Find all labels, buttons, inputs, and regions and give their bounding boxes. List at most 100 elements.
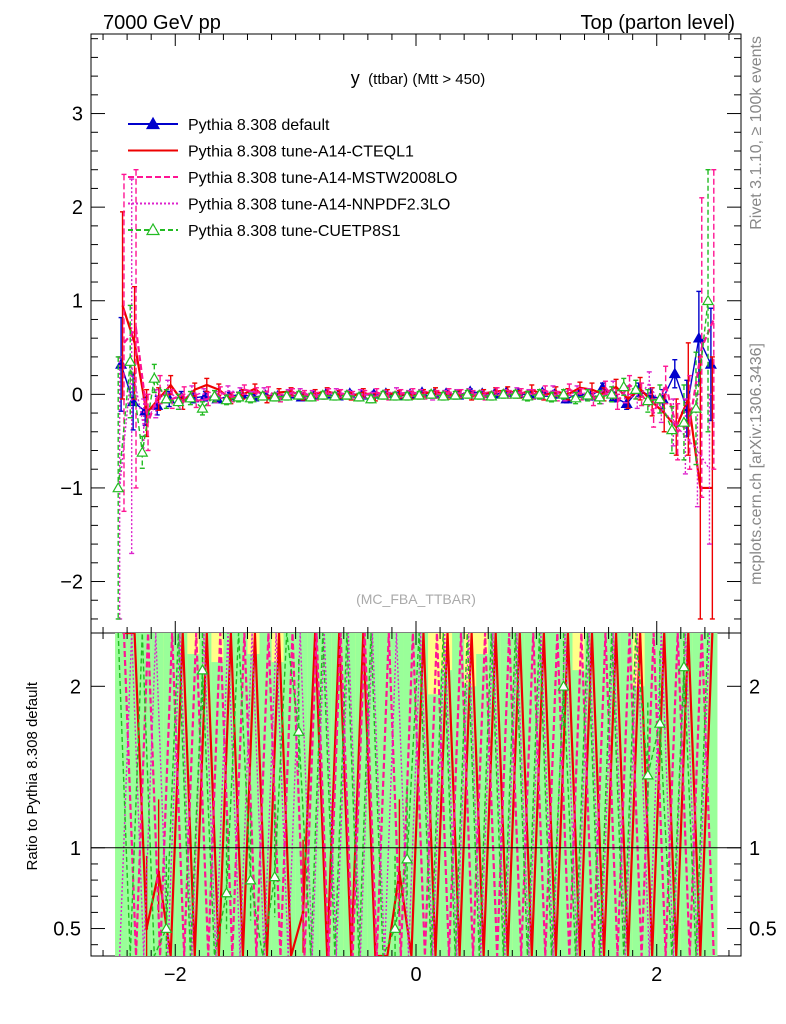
header-left: 7000 GeV pp: [103, 12, 221, 34]
series-4-point: [172, 395, 185, 407]
plot-title-sub: (ttbar) (Mtt > 450): [368, 71, 485, 88]
series-4-point: [533, 388, 546, 399]
series-4-point: [352, 390, 365, 402]
series-4-point: [112, 481, 125, 493]
series-4-point: [677, 416, 690, 427]
band-green: [127, 633, 140, 956]
series-0-point: [668, 367, 681, 379]
x-tick-label: −2: [164, 964, 187, 986]
series-4-point: [449, 389, 462, 400]
y-tick-label: 0: [72, 384, 83, 406]
ratio-y-tick-label-right: 0.5: [749, 919, 777, 941]
series-4-point: [665, 423, 678, 435]
series-4-point: [220, 393, 233, 405]
ratio-y-tick-label: 1: [70, 838, 81, 860]
y-tick-label: −1: [60, 478, 83, 500]
series-4-point: [268, 390, 281, 402]
series-4-point: [136, 446, 149, 457]
ratio-series-0-point: [145, 927, 149, 931]
series-4-point: [473, 389, 486, 400]
legend-marker: [145, 222, 161, 236]
series-4-point: [124, 355, 137, 366]
series-4-point: [629, 383, 642, 395]
ratio-series-0-point: [301, 910, 305, 914]
plot-title-main: y: [351, 68, 360, 88]
y-tick-label: 1: [72, 291, 83, 313]
band-green: [379, 633, 393, 956]
series-4-point: [148, 372, 161, 383]
ratio-series: [117, 633, 715, 956]
ratio-series-3-point: [677, 660, 690, 672]
series-4-point: [701, 294, 715, 306]
ratio-series-3-point: [244, 873, 257, 885]
series-4-point: [208, 389, 221, 401]
ratio-series-3-point: [557, 680, 570, 691]
series-4-point: [437, 389, 450, 401]
legend-label: Pythia 8.308 tune-A14-MSTW2008LO: [188, 170, 457, 187]
series-4-point: [545, 390, 558, 402]
series-4-point: [509, 388, 522, 399]
ratio-series-3-point: [653, 717, 666, 728]
legend-label: Pythia 8.308 tune-CUETP8S1: [188, 223, 401, 240]
legend-marker: [145, 116, 161, 130]
series-4-point: [617, 380, 630, 392]
series-4-point: [244, 391, 257, 403]
series-4-point: [196, 402, 209, 413]
ratio-series-1-line: [122, 633, 715, 956]
ratio-series-3-point: [641, 768, 654, 780]
series-4-point: [569, 391, 582, 403]
y-tick-label: 2: [72, 197, 83, 219]
series-4-point: [485, 389, 498, 401]
header-right: Top (parton level): [580, 12, 735, 34]
series-4-point: [425, 388, 438, 399]
y-tick-label: −2: [60, 572, 83, 594]
ratio-series-3-line: [117, 633, 709, 956]
series-4-point: [364, 392, 378, 404]
mcplots-label: mcplots.cern.ch [arXiv:1306.3436]: [748, 343, 765, 585]
legend-label: Pythia 8.308 tune-A14-NNPDF2.3LO: [188, 197, 450, 214]
series-4-point: [497, 388, 510, 399]
series-4-point: [401, 389, 414, 401]
ratio-y-tick-label-right: 1: [749, 838, 760, 860]
ratio-y-tick-label-right: 2: [749, 676, 760, 698]
series-4-point: [605, 388, 618, 399]
series-4-point: [184, 391, 197, 403]
x-tick-label: 0: [410, 964, 421, 986]
series-4-point: [160, 392, 173, 404]
series-4-point: [316, 389, 329, 400]
series-4-point: [389, 389, 402, 401]
series-2-line: [123, 319, 715, 434]
ratio-series-3-point: [401, 852, 414, 864]
band-green: [704, 633, 718, 956]
axis-ticks: −2 −1 0 1 2 3 0.5 0.5 1 1 2 2 −2 0 2: [53, 34, 777, 986]
band-green: [139, 633, 152, 956]
main-series: [112, 169, 717, 620]
series-4-point: [641, 394, 654, 406]
ratio-series-3-point: [389, 922, 402, 933]
x-tick-label: 2: [651, 964, 662, 986]
band-green: [115, 633, 128, 956]
series-4-point: [557, 388, 570, 399]
plot-title: y (ttbar) (Mtt > 450): [351, 68, 486, 88]
series-4-point: [340, 389, 353, 400]
series-4-point: [461, 388, 474, 399]
legend-label: Pythia 8.308 default: [188, 117, 330, 134]
y-tick-label: 3: [72, 104, 83, 126]
series-4-point: [292, 389, 305, 400]
rivet-label: Rivet 3.1.10, ≥ 100k events: [748, 36, 765, 230]
ratio-y-tick-label: 0.5: [53, 919, 81, 941]
band-green: [367, 633, 381, 956]
series-4-point: [328, 389, 341, 401]
legend: Pythia 8.308 default Pythia 8.308 tune-A1…: [128, 116, 457, 240]
series-4-point: [521, 389, 534, 401]
ratio-series-3-point: [196, 663, 209, 675]
series-4-point: [280, 389, 293, 401]
series-4-point: [653, 392, 666, 404]
ratio-series-3-point: [220, 886, 233, 898]
ratio-series-3-point: [160, 922, 173, 933]
ratio-series-3-point: [292, 725, 305, 736]
series-4-point: [593, 390, 606, 402]
series-4-point: [689, 402, 703, 413]
series-4-point: [232, 390, 245, 402]
